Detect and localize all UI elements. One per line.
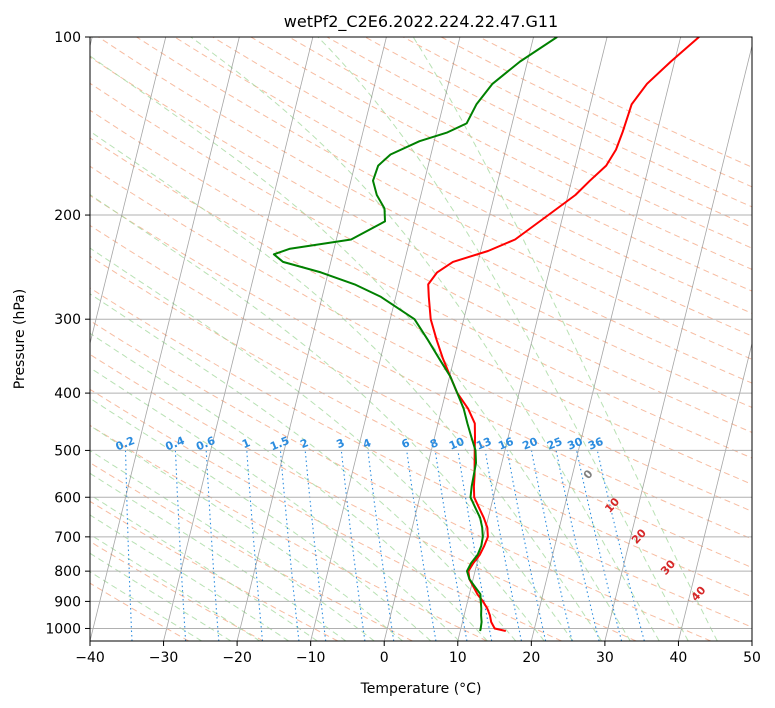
isotherm-line: [236, 37, 387, 641]
x-tick-label: 20: [522, 650, 540, 666]
moist-adiabat-line: [90, 247, 545, 641]
x-axis-ticks: −40 −30 −20 −10 0 10 20 30 40 50: [75, 641, 761, 666]
x-tick-label: −20: [222, 650, 252, 666]
plot-frame: [89, 36, 753, 642]
sounding-profiles: [272, 37, 700, 632]
y-tick-label: 800: [54, 564, 81, 580]
isobar-gridlines: [90, 37, 752, 629]
x-tick-label: −40: [75, 650, 105, 666]
y-tick-label: 300: [54, 312, 81, 328]
dry-adiabat-line: [174, 37, 752, 337]
isotherm-line: [90, 37, 167, 346]
dry-adiabat-line: [90, 194, 752, 540]
mixing-ratio-label: 16: [496, 435, 515, 453]
mixing-ratio-line: [174, 450, 187, 641]
dewpoint-profile: [272, 37, 558, 632]
mixing-ratio-label: 30: [566, 435, 585, 453]
moist-adiabat-line: [90, 449, 375, 641]
moist-adiabat-line: [90, 55, 631, 641]
moist-adiabat-line: [412, 37, 718, 641]
isotherm-line: [383, 37, 534, 641]
isotherm-line: [310, 37, 461, 641]
dry-adiabat-line: [90, 82, 752, 434]
mixing-ratio-line: [304, 450, 327, 641]
isotherms: [90, 37, 752, 641]
mixing-ratio-line: [246, 450, 264, 641]
y-tick-label: 700: [54, 530, 81, 546]
x-tick-label: 10: [449, 650, 467, 666]
isotherm-line: [530, 37, 682, 641]
x-tick-label: −10: [296, 650, 326, 666]
dry-adiabat-line: [90, 165, 752, 512]
moist-adiabat-line: [90, 397, 432, 641]
y-tick-label: 400: [54, 386, 81, 402]
moist-adiabat-line: [90, 332, 488, 641]
x-tick-label: 50: [743, 650, 761, 666]
dry-adiabat-line: [90, 424, 488, 641]
chart-title: wetPf2_C2E6.2022.224.22.47.G11: [284, 12, 558, 32]
moist-adiabat-line: [90, 367, 460, 641]
y-tick-label: 600: [54, 490, 81, 506]
mixing-ratio-line: [124, 450, 133, 641]
isotherm-line: [163, 37, 314, 641]
mixing-ratio-label: 1: [240, 436, 252, 451]
dry-adiabat-line: [90, 56, 752, 409]
x-tick-label: −30: [149, 650, 179, 666]
y-axis-label: Pressure (hPa): [12, 289, 28, 389]
mixing-ratio-label: 36: [586, 435, 605, 453]
mixing-ratio-label: 3: [334, 436, 346, 451]
moist-adiabat-line: [90, 293, 517, 641]
isotherm-line: [678, 341, 752, 641]
y-tick-label: 100: [54, 30, 81, 46]
isotherm-line: [90, 37, 240, 641]
moist-adiabat-line: [90, 494, 318, 641]
mixing-ratio-label: 10: [447, 435, 466, 453]
mixing-ratio-label: 2: [298, 436, 310, 451]
y-axis-ticks: 100 200 300 400 500 600 700 800 900 1000: [45, 30, 90, 637]
dry-adiabat-line: [90, 137, 752, 485]
mixing-ratio-line: [406, 450, 437, 641]
mixing-ratio-line: [205, 450, 220, 641]
y-tick-label: 200: [54, 208, 81, 224]
x-tick-label: 40: [670, 650, 688, 666]
x-tick-label: 0: [380, 650, 389, 666]
mixing-ratio-label: 25: [545, 435, 564, 453]
mixing-ratio-line: [340, 450, 366, 641]
y-tick-label: 500: [54, 443, 81, 459]
mixing-ratio-line: [457, 450, 493, 641]
isotherm-line: [604, 44, 752, 641]
y-tick-label: 1000: [45, 621, 81, 637]
moist-adiabats: [90, 37, 718, 641]
dry-adiabat-line: [90, 388, 562, 641]
mixing-ratio-label: 20: [521, 435, 540, 453]
moist-adiabat-line: [90, 193, 574, 641]
mixing-ratio-lines: [124, 450, 645, 641]
x-axis-label: Temperature (°C): [360, 681, 482, 697]
mixing-ratio-label: 8: [428, 436, 440, 451]
plot-area: -100-90-80-70-60-50-40-30-20-100.10.20.4…: [90, 37, 752, 641]
mixing-ratio-line: [484, 450, 523, 641]
y-tick-label: 900: [54, 594, 81, 610]
dry-adiabat-line: [90, 320, 711, 641]
moist-adiabat-line: [90, 130, 602, 641]
mixing-ratio-label: 13: [474, 435, 493, 453]
x-tick-label: 30: [596, 650, 614, 666]
moist-adiabat-line: [90, 472, 347, 641]
dry-adiabat-line: [212, 37, 752, 314]
moist-adiabat-line: [317, 37, 689, 641]
moist-adiabat-line: [190, 37, 660, 641]
mixing-ratio-line: [279, 450, 300, 641]
dry-adiabat-line: [90, 582, 189, 641]
mixing-ratio-line: [434, 450, 468, 641]
